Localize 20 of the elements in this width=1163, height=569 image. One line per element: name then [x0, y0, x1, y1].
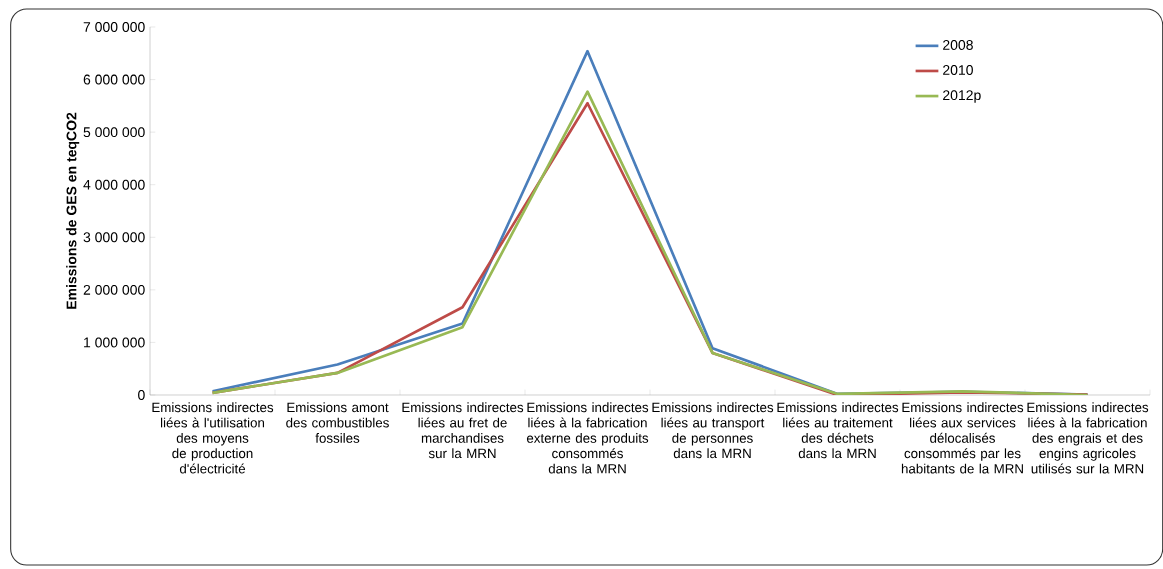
legend-label: 2010	[943, 65, 973, 75]
x-tick-label: Emissions indirectes liées à l'utilisation des moyens de production d'électricité	[152, 402, 274, 474]
x-tick-label: Emissions indirectes liées au traitement des déchets dans la MRN	[777, 402, 899, 459]
x-tick-label: Emissions indirectes liées à la fabrication externe des produits consommés dans la MRN	[526, 402, 649, 474]
x-tick-label: Emissions indirectes liées au fret de marchandises sur la MRN	[402, 402, 524, 459]
y-tick-label: 3 000 000	[83, 232, 145, 243]
legend-label: 2012p	[943, 90, 981, 103]
y-tick-label: 2 000 000	[83, 284, 145, 295]
y-tick-label: 5 000 000	[83, 127, 145, 138]
x-tick-label: Emissions indirectes liées à la fabrication des engrais et des engins agricoles utilisés sur la MRN	[1027, 402, 1149, 474]
legend-label: 2008	[943, 39, 973, 50]
x-tick-label: Emissions amont des combustibles fossiles	[286, 402, 389, 443]
y-tick-label: 4 000 000	[83, 179, 145, 190]
y-tick-label: 6 000 000	[83, 74, 145, 85]
y-axis-title: Emissions de GES en teqCO2	[66, 112, 80, 309]
y-tick-label: 0	[138, 390, 145, 400]
y-tick-label: 1 000 000	[84, 337, 145, 348]
x-tick-label: Emissions indirectes liées aux services délocalisés consommés par les habitants de la MRN	[901, 402, 1024, 474]
x-tick-label: Emissions indirectes liées au transport de personnes dans la MRN	[652, 402, 774, 459]
y-tick-label: 7 000 000	[83, 22, 145, 32]
